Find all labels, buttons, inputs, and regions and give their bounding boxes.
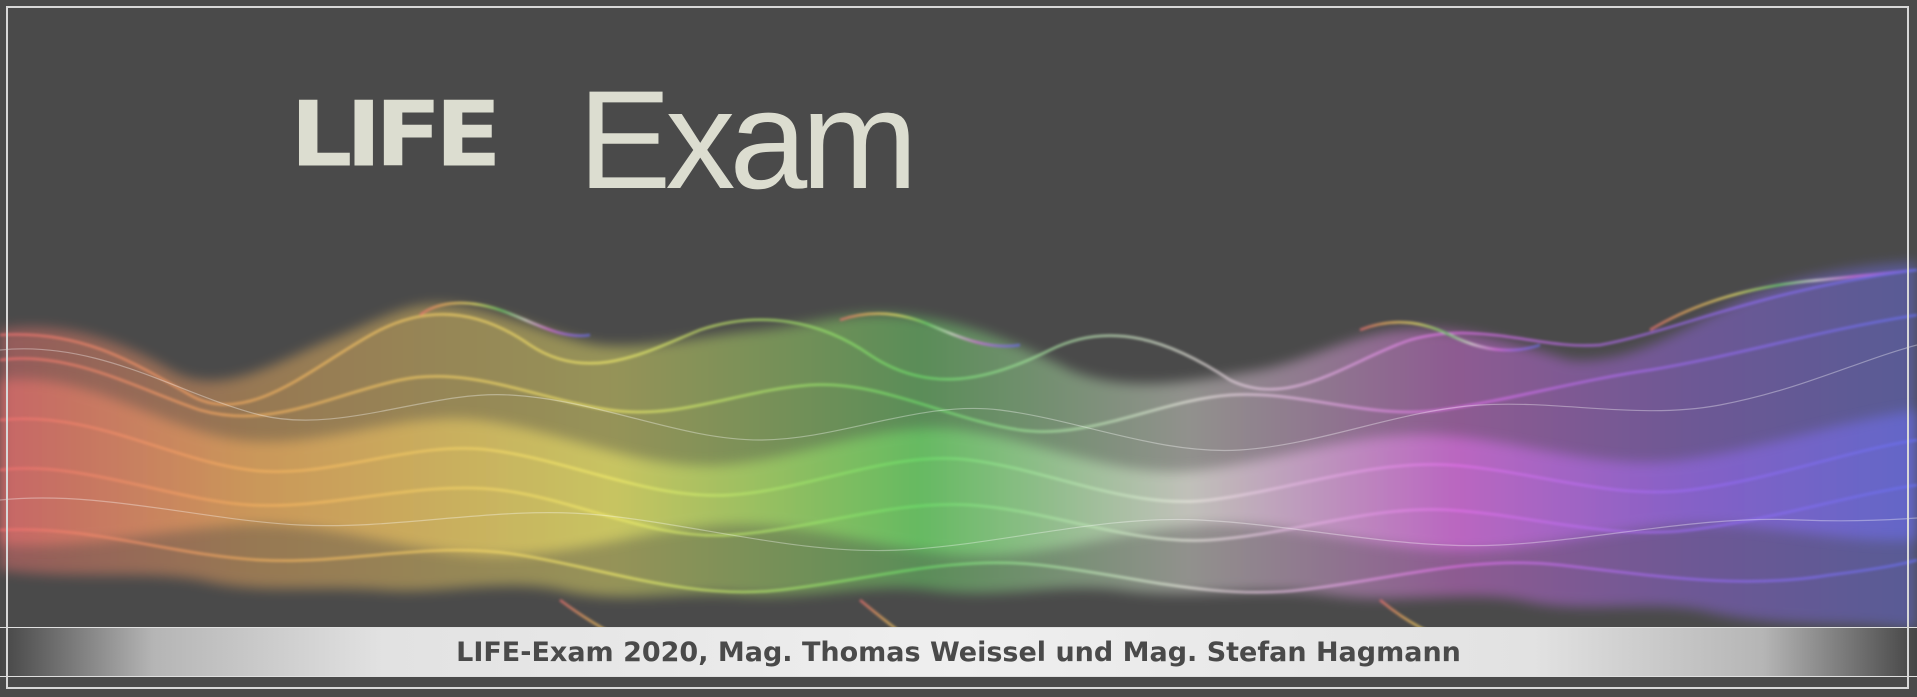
footer-credits: LIFE-Exam 2020, Mag. Thomas Weissel und …	[456, 636, 1461, 668]
logo-life-text: LIFE	[290, 82, 502, 188]
life-exam-logo: LIFE Exam	[290, 70, 930, 210]
logo-exam-text: Exam	[578, 61, 918, 218]
footer-bar: LIFE-Exam 2020, Mag. Thomas Weissel und …	[0, 627, 1917, 677]
